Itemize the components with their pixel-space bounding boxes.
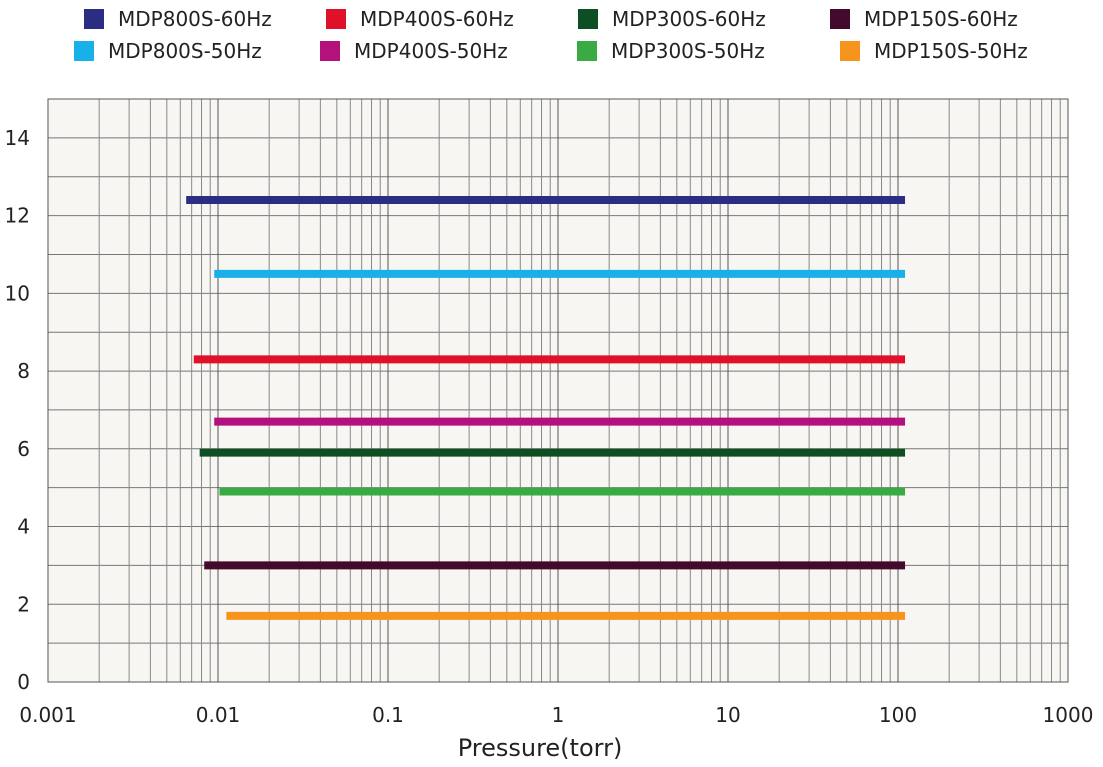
legend-item-mdp300s-60hz: MDP300S-60Hz xyxy=(578,4,766,34)
legend-label-mdp150s-60hz: MDP150S-60Hz xyxy=(864,7,1018,31)
legend-item-mdp300s-50hz: MDP300S-50Hz xyxy=(577,36,765,66)
y-tick-label: 12 xyxy=(5,204,30,228)
legend-label-mdp800s-60hz: MDP800S-60Hz xyxy=(118,7,272,31)
y-tick-label: 2 xyxy=(17,592,30,616)
y-tick-label: 8 xyxy=(17,359,30,383)
series-lines xyxy=(186,196,906,620)
legend-swatch-mdp300s-50hz xyxy=(577,41,597,61)
legend-swatch-mdp800s-50hz xyxy=(74,41,94,61)
x-tick-label: 100 xyxy=(879,703,917,727)
legend-swatch-mdp400s-50hz xyxy=(320,41,340,61)
legend-swatch-mdp150s-60hz xyxy=(830,9,850,29)
legend-swatch-mdp300s-60hz xyxy=(578,9,598,29)
x-tick-label: 0.001 xyxy=(19,703,76,727)
legend-item-mdp150s-50hz: MDP150S-50Hz xyxy=(840,36,1028,66)
x-tick-label: 1000 xyxy=(1043,703,1094,727)
legend-swatch-mdp150s-50hz xyxy=(840,41,860,61)
y-tick-label: 10 xyxy=(5,281,30,305)
legend-item-mdp800s-60hz: MDP800S-60Hz xyxy=(84,4,272,34)
legend-label-mdp800s-50hz: MDP800S-50Hz xyxy=(108,39,262,63)
y-tick-labels: 0 2 4 6 8 10 12 14 xyxy=(5,126,30,694)
legend: MDP800S-60Hz MDP400S-60Hz MDP300S-60Hz M… xyxy=(0,0,1103,80)
y-tick-label: 6 xyxy=(17,437,30,461)
legend-swatch-mdp400s-60hz xyxy=(326,9,346,29)
y-tick-label: 4 xyxy=(17,515,30,539)
y-tick-label: 0 xyxy=(17,670,30,694)
legend-label-mdp150s-50hz: MDP150S-50Hz xyxy=(874,39,1028,63)
x-axis-title: Pressure(torr) xyxy=(458,734,623,762)
legend-item-mdp150s-60hz: MDP150S-60Hz xyxy=(830,4,1018,34)
legend-label-mdp400s-60hz: MDP400S-60Hz xyxy=(360,7,514,31)
legend-label-mdp300s-60hz: MDP300S-60Hz xyxy=(612,7,766,31)
x-tick-label: 10 xyxy=(715,703,740,727)
x-tick-label: 1 xyxy=(552,703,565,727)
x-tick-label: 0.1 xyxy=(372,703,404,727)
legend-label-mdp300s-50hz: MDP300S-50Hz xyxy=(611,39,765,63)
plot-frame xyxy=(47,98,1069,683)
legend-item-mdp400s-60hz: MDP400S-60Hz xyxy=(326,4,514,34)
legend-item-mdp400s-50hz: MDP400S-50Hz xyxy=(320,36,508,66)
legend-swatch-mdp800s-60hz xyxy=(84,9,104,29)
y-tick-label: 14 xyxy=(5,126,30,150)
legend-item-mdp800s-50hz: MDP800S-50Hz xyxy=(74,36,262,66)
legend-label-mdp400s-50hz: MDP400S-50Hz xyxy=(354,39,508,63)
x-tick-labels: 0.001 0.01 0.1 1 10 100 1000 xyxy=(19,703,1093,727)
x-tick-label: 0.01 xyxy=(196,703,241,727)
